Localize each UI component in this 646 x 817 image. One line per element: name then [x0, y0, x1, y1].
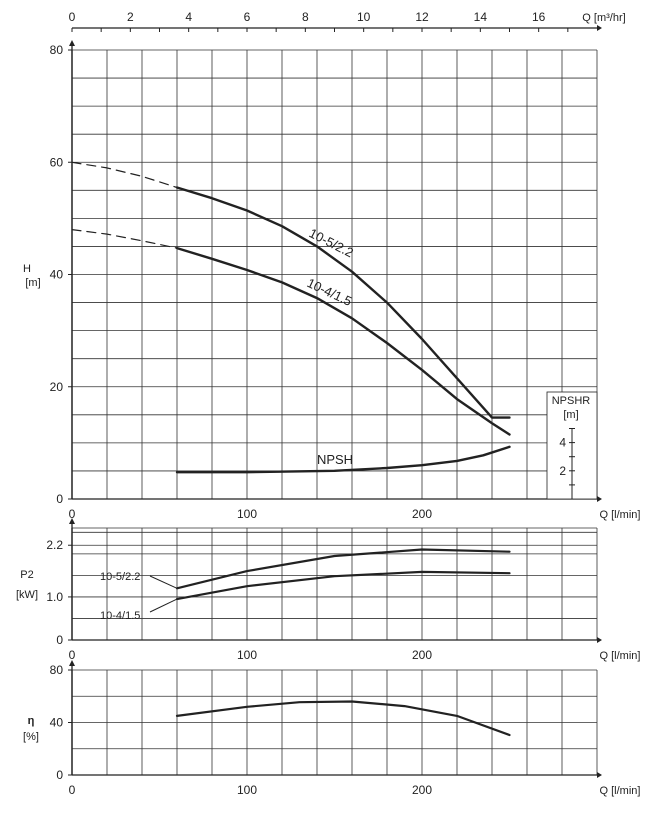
npshr-axis-label: NPSHR [552, 395, 591, 407]
head-y-axis-label: H [23, 263, 31, 275]
power-x-tick-label: 100 [237, 648, 257, 662]
power-curve-0 [175, 548, 511, 590]
power-x-arrow [597, 637, 602, 643]
power-label-leader-10-5 [149, 575, 178, 589]
eff-y-arrow [69, 660, 75, 666]
power-curve-label-10-4: 10-4/1.5 [100, 610, 140, 622]
power-curve-label-10-5: 10-5/2.2 [100, 571, 140, 583]
power-y-tick-label: 2.2 [46, 538, 63, 552]
head-curve-label-10-5: 10-5/2.2 [307, 225, 356, 260]
head-y-tick-label: 80 [50, 43, 64, 57]
power-y-tick-label: 1.0 [46, 590, 63, 604]
eff-y-axis-unit: [%] [23, 731, 39, 743]
top-axis-tick-label: 6 [244, 10, 251, 24]
eff-curve [175, 700, 511, 737]
head-y-tick-label: 60 [50, 155, 64, 169]
top-axis-tick-label: 4 [185, 10, 192, 24]
eff-x-tick-label: 0 [69, 783, 76, 797]
eff-x-tick-label: 100 [237, 783, 257, 797]
head-y-tick-label: 40 [50, 268, 64, 282]
head-curve-1 [175, 246, 511, 436]
eff-y-axis-label: η [28, 715, 35, 727]
eff-x-tick-label: 200 [412, 783, 432, 797]
head-x-arrow [597, 496, 602, 502]
power-y-tick-label: 0 [56, 633, 63, 647]
power-curve-1 [175, 570, 511, 601]
head-curve-0 [175, 186, 511, 419]
top-axis-label: Q [m³/hr] [582, 12, 625, 24]
npsh-curve-label: NPSH [317, 452, 353, 467]
head-x-axis-label: Q [l/min] [600, 509, 641, 521]
head-curve-dashed-1 [71, 229, 178, 249]
top-axis-tick-label: 10 [357, 10, 371, 24]
head-x-tick-label: 200 [412, 507, 432, 521]
top-axis-tick-label: 16 [532, 10, 546, 24]
eff-x-axis-label: Q [l/min] [600, 785, 641, 797]
power-x-tick-label: 200 [412, 648, 432, 662]
top-axis-tick-label: 8 [302, 10, 309, 24]
top-axis-tick-label: 14 [474, 10, 488, 24]
head-y-tick-label: 0 [56, 492, 63, 506]
head-x-tick-label: 0 [69, 507, 76, 521]
npshr-tick-label: 2 [559, 464, 566, 478]
head-y-arrow [69, 40, 75, 46]
power-label-leader-10-4 [149, 598, 178, 613]
eff-y-tick-label: 0 [56, 768, 63, 782]
power-y-arrow [69, 518, 75, 524]
head-y-axis-unit: [m] [25, 277, 40, 289]
top-axis-tick-label: 0 [69, 10, 76, 24]
npshr-tick-label: 4 [559, 436, 566, 450]
power-x-tick-label: 0 [69, 648, 76, 662]
head-y-tick-label: 20 [50, 380, 64, 394]
npsh-curve [175, 445, 511, 474]
top-axis-arrow [597, 25, 602, 31]
eff-y-tick-label: 80 [50, 663, 64, 677]
eff-y-tick-label: 40 [50, 716, 64, 730]
top-axis-tick-label: 2 [127, 10, 134, 24]
head-curve-dashed-0 [71, 161, 178, 189]
top-axis-tick-label: 12 [415, 10, 429, 24]
eff-x-arrow [597, 772, 602, 778]
power-y-axis-label: P2 [20, 569, 33, 581]
power-y-axis-unit: [kW] [16, 589, 38, 601]
head-x-tick-label: 100 [237, 507, 257, 521]
head-curve-label-10-4: 10-4/1.5 [305, 275, 355, 309]
power-x-axis-label: Q [l/min] [600, 650, 641, 662]
npshr-axis-unit: [m] [563, 409, 578, 421]
